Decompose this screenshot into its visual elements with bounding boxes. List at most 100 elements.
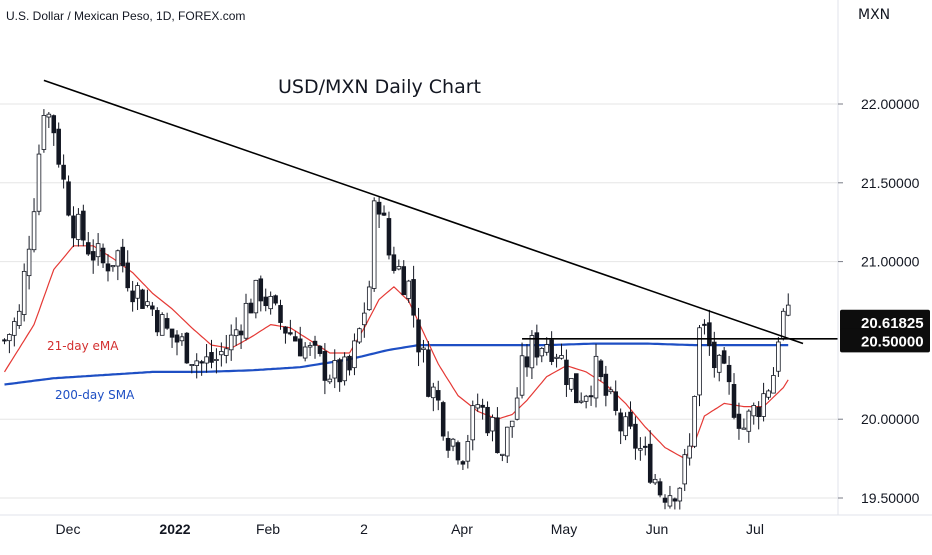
candle-body — [751, 405, 757, 417]
candle-body — [120, 246, 126, 267]
candle-body — [327, 378, 333, 383]
candle-body — [593, 355, 599, 399]
candle-body — [76, 213, 81, 240]
candle-body — [376, 201, 382, 215]
candle-body — [352, 340, 357, 369]
candle-body — [608, 389, 614, 393]
candle-body — [317, 345, 323, 354]
price-tag — [840, 328, 930, 353]
candle-body — [155, 310, 160, 333]
candle-body — [539, 347, 545, 357]
candle-body — [85, 242, 91, 255]
candle-body — [613, 391, 618, 411]
candle-body — [71, 215, 76, 239]
candle-body — [386, 218, 392, 256]
candle-body — [785, 304, 791, 316]
candle-body — [209, 352, 214, 363]
candle-body — [253, 279, 259, 314]
price-tag — [840, 309, 930, 334]
candle-body — [307, 345, 313, 348]
candle-body — [66, 181, 71, 216]
candle-body — [228, 334, 234, 351]
candle-body — [233, 329, 239, 337]
candle-body — [682, 454, 687, 485]
candle-body — [781, 310, 786, 339]
candle-body — [465, 441, 471, 462]
candle-body — [95, 243, 101, 258]
candle-body — [588, 395, 594, 398]
candle-body — [514, 397, 520, 420]
candle-body — [500, 453, 505, 456]
candle-body — [731, 384, 737, 418]
candle-body — [288, 332, 293, 335]
candle-body — [184, 332, 190, 364]
candle-body — [12, 321, 17, 336]
candle-body — [297, 338, 303, 357]
candle-body — [475, 404, 480, 409]
x-tick-label: Apr — [451, 521, 473, 537]
candle-body — [362, 312, 367, 326]
candle-body — [741, 427, 747, 430]
candle-body — [652, 478, 658, 484]
candle-body — [603, 373, 609, 396]
candle-body — [721, 350, 727, 364]
candle-body — [105, 263, 111, 272]
candle-body — [312, 340, 318, 346]
candle-body — [495, 417, 500, 454]
candle-body — [470, 405, 476, 441]
candle-body — [657, 481, 663, 496]
candle-body — [366, 286, 372, 311]
candle-body — [26, 248, 32, 277]
candle-body — [135, 285, 140, 299]
candle-body — [485, 406, 490, 434]
candle-body — [214, 358, 219, 361]
candle-body — [480, 404, 485, 408]
candle-body — [293, 336, 298, 342]
candle-body — [583, 395, 589, 402]
candle-body — [16, 310, 22, 326]
candle-body — [426, 349, 431, 397]
candle-body — [450, 438, 456, 447]
x-tick-label: Dec — [56, 521, 81, 537]
candle-body — [504, 426, 510, 457]
candle-body — [643, 445, 648, 448]
candle-body — [110, 265, 116, 268]
candle-body — [776, 341, 781, 372]
candle-body — [647, 443, 653, 483]
candle-body — [549, 339, 554, 362]
candle-body — [174, 334, 180, 343]
candle-body — [51, 115, 57, 134]
ema-layer — [3, 245, 789, 460]
x-tick-label: Jun — [646, 521, 669, 537]
y-tick-label: 19.50000 — [861, 490, 920, 506]
candle-body — [381, 212, 387, 216]
candle-body — [391, 254, 397, 271]
candle-body — [302, 346, 308, 359]
candle-body — [347, 355, 352, 371]
candle-body — [406, 280, 411, 299]
candle-body — [199, 361, 204, 364]
candle-body — [81, 210, 86, 241]
candle-body — [726, 364, 732, 383]
x-tick-label: Feb — [256, 521, 280, 537]
candle-body — [524, 356, 530, 368]
candle-body — [396, 266, 402, 270]
candle-body — [736, 413, 742, 429]
candle-body — [672, 498, 678, 502]
sma-layer — [4, 342, 789, 386]
x-tick-label: 2022 — [159, 521, 190, 537]
candle-body — [21, 270, 27, 315]
candle-body — [687, 445, 692, 459]
candle-body — [529, 335, 535, 369]
candle-body — [130, 290, 135, 303]
downtrend-line — [43, 79, 804, 345]
candle-body — [41, 115, 47, 150]
candle-body — [455, 442, 461, 461]
candle-body — [357, 328, 362, 343]
candle-body — [440, 402, 446, 437]
candle-body — [243, 302, 249, 339]
candle-body — [716, 354, 722, 373]
candle-body — [761, 393, 766, 417]
